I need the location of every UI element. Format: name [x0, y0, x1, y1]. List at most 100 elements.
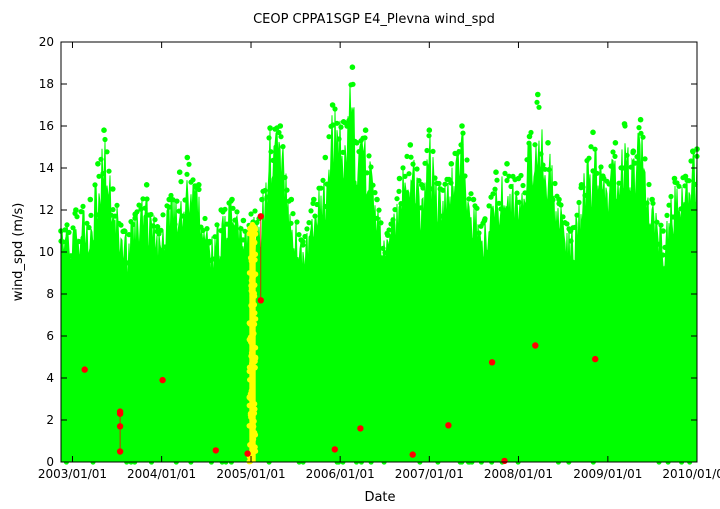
green-point	[474, 205, 480, 211]
green-point	[314, 201, 320, 208]
green-point	[586, 155, 592, 161]
green-point	[186, 161, 192, 167]
green-peak-point	[73, 207, 79, 213]
green-point	[400, 165, 406, 171]
green-peak-point	[407, 142, 414, 148]
green-point	[424, 147, 430, 154]
green-peak-point	[288, 196, 295, 203]
green-point	[336, 136, 342, 142]
green-peak-point	[143, 182, 150, 188]
green-point	[686, 178, 692, 184]
red-point	[81, 366, 88, 373]
yellow-point	[251, 301, 258, 308]
green-point	[648, 224, 654, 231]
yellow-point	[252, 251, 259, 258]
green-peak-point	[426, 127, 433, 133]
green-point	[662, 244, 668, 250]
green-point	[376, 207, 382, 213]
green-point	[142, 205, 148, 211]
green-point	[466, 196, 472, 202]
red-point	[532, 342, 539, 349]
green-point	[204, 226, 210, 232]
green-point	[564, 221, 570, 227]
x-tick-label: 2003/01/01	[38, 467, 107, 481]
green-point	[374, 215, 380, 221]
chart-title: CEOP CPPA1SGP E4_Plevna wind_spd	[253, 12, 495, 27]
green-point	[560, 214, 566, 220]
green-point	[66, 229, 72, 235]
green-point	[394, 196, 400, 202]
green-point	[80, 203, 86, 209]
green-point	[232, 217, 238, 223]
green-point	[248, 211, 254, 217]
green-point	[262, 187, 268, 194]
green-series	[58, 64, 700, 465]
green-peak-point	[311, 196, 317, 203]
green-point	[652, 244, 658, 250]
green-line	[60, 83, 698, 287]
green-point	[254, 219, 260, 226]
red-point	[501, 457, 508, 465]
green-point	[614, 198, 620, 204]
green-peak-point	[374, 196, 380, 203]
green-point	[184, 171, 190, 177]
green-peak-point	[354, 140, 360, 146]
yellow-point	[247, 442, 253, 448]
green-peak-point	[448, 161, 455, 167]
green-point	[602, 209, 608, 215]
green-point	[628, 164, 634, 170]
green-point	[406, 171, 412, 177]
green-point	[462, 173, 468, 179]
green-peak-point	[682, 173, 689, 180]
green-point	[346, 117, 352, 123]
green-point	[620, 165, 626, 171]
green-point	[78, 209, 84, 215]
green-point	[588, 144, 594, 150]
x-tick-label: 2006/01/01	[306, 467, 375, 481]
x-tick-label: 2004/01/01	[127, 467, 196, 481]
green-point	[268, 149, 274, 155]
y-tick-label: 0	[46, 455, 54, 469]
green-point	[242, 228, 248, 234]
green-point	[636, 125, 642, 131]
yellow-point	[250, 436, 257, 443]
green-peak-point	[154, 224, 161, 230]
green-point	[196, 186, 202, 193]
green-peak-point	[340, 119, 347, 125]
green-point	[542, 166, 548, 172]
green-peak-point	[259, 196, 265, 203]
red-point	[116, 410, 124, 417]
green-point	[430, 148, 436, 154]
green-point	[370, 182, 376, 188]
green-point	[114, 202, 120, 208]
yellow-point	[252, 444, 258, 450]
green-peak-point	[535, 91, 541, 98]
green-point	[456, 149, 462, 155]
green-point	[626, 190, 632, 196]
green-peak-point	[349, 64, 356, 70]
green-point	[294, 219, 300, 225]
green-point	[448, 180, 454, 186]
red-point	[212, 447, 219, 454]
green-peak-point	[110, 186, 116, 192]
green-point	[438, 213, 444, 219]
green-point	[682, 183, 688, 189]
green-point	[484, 249, 490, 255]
y-tick-label: 16	[39, 119, 54, 133]
green-point	[464, 157, 470, 163]
green-peak-point	[690, 148, 696, 154]
green-peak-point	[206, 238, 213, 245]
yellow-point	[249, 423, 255, 429]
green-peak-point	[87, 196, 94, 203]
green-point	[654, 219, 660, 225]
green-point	[688, 158, 694, 164]
green-point	[252, 208, 258, 214]
green-point	[414, 166, 420, 172]
green-point	[656, 241, 662, 247]
green-peak-point	[437, 186, 444, 192]
green-peak-point	[649, 196, 655, 203]
green-point	[144, 196, 150, 202]
green-point	[172, 221, 178, 227]
yellow-point	[252, 271, 259, 278]
